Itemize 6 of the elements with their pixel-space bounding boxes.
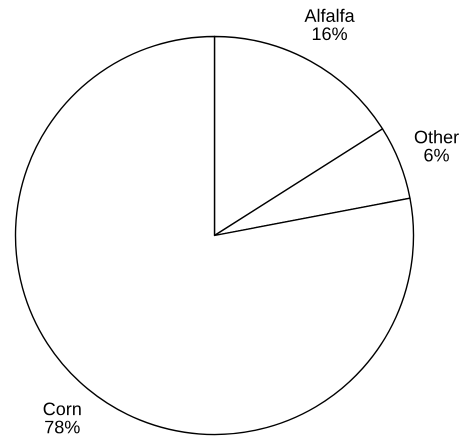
slice-label: Alfalfa	[304, 8, 355, 22]
slice-label: Corn	[44, 402, 81, 416]
slice-label: Other	[414, 130, 459, 144]
data-label: 16%	[312, 27, 347, 40]
data-label: 6%	[424, 148, 449, 162]
data-label: 78%	[45, 420, 80, 434]
